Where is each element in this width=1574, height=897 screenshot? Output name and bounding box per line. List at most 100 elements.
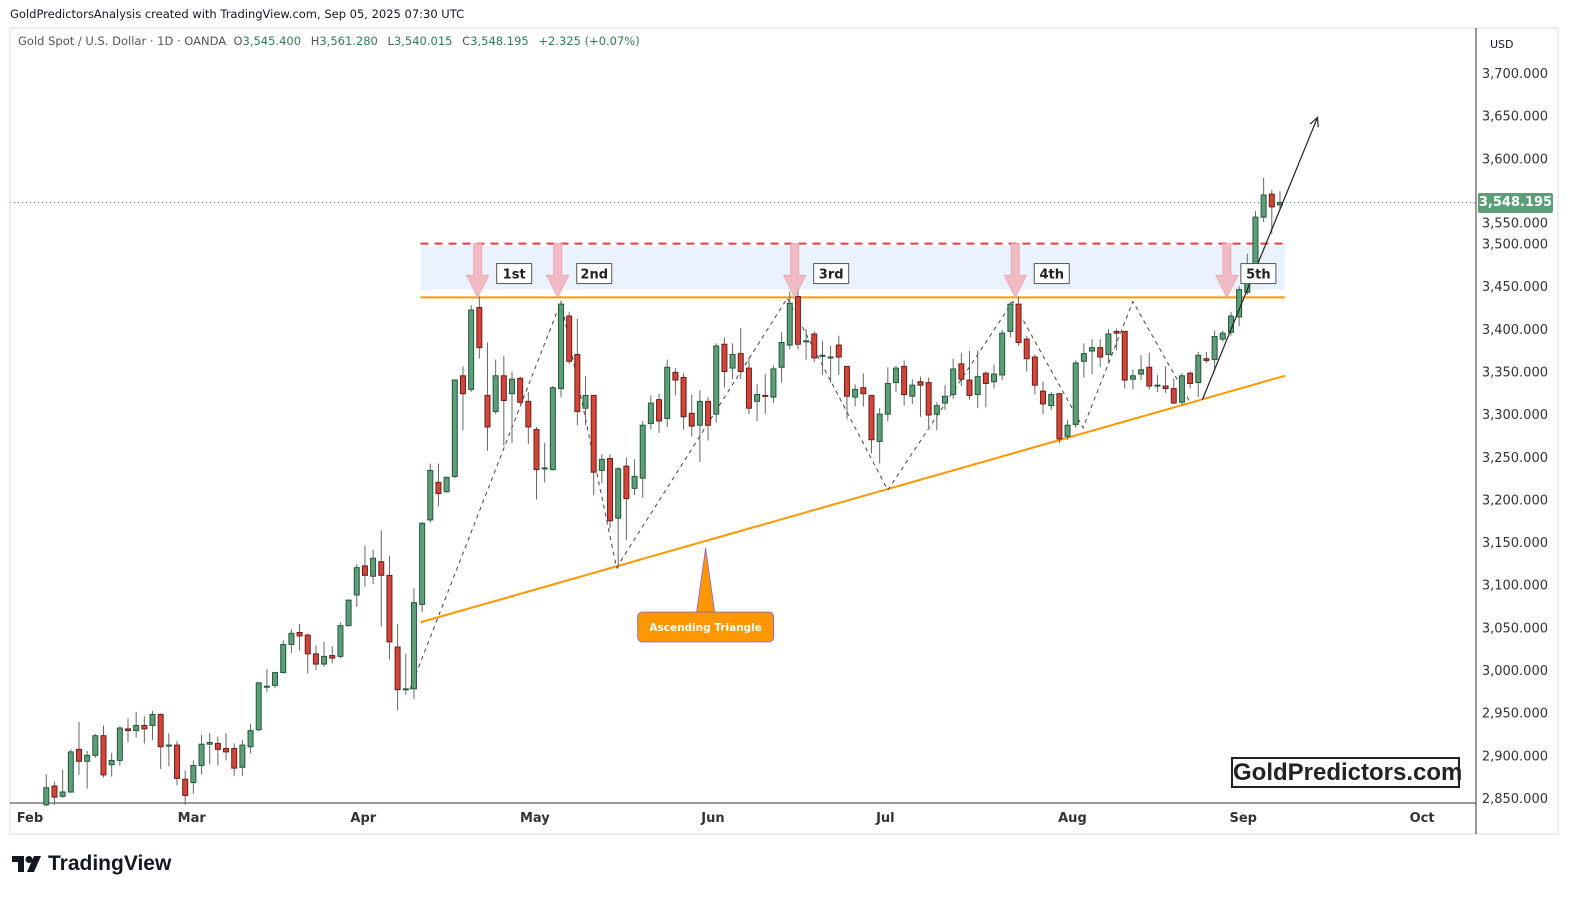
candle-body-down <box>672 371 679 381</box>
candle <box>312 645 319 671</box>
candle <box>255 681 262 732</box>
candle <box>304 633 311 674</box>
candle <box>51 781 58 805</box>
candle-body-down <box>680 376 687 418</box>
candle-body-up <box>933 405 940 415</box>
candles <box>43 177 1283 807</box>
candle <box>206 733 213 764</box>
candle <box>296 623 303 651</box>
touch-label[interactable]: 5th <box>1240 263 1277 285</box>
time-axis[interactable]: Feb Mar Apr May Jun Jul Aug Sep Oct <box>17 811 1435 826</box>
candle <box>582 375 589 426</box>
candle-body-down <box>329 655 336 659</box>
candle-body-up <box>754 394 761 402</box>
candle-body-up <box>451 379 458 477</box>
candle <box>803 328 810 360</box>
candle <box>419 521 426 613</box>
candle <box>1048 391 1055 410</box>
candle-body-down <box>1170 388 1177 404</box>
candle <box>598 454 605 484</box>
candle-body-down <box>917 381 924 386</box>
candle-body-down <box>925 382 932 416</box>
candle-body-up <box>1048 394 1055 407</box>
candle <box>1072 360 1079 428</box>
low-value: 3,540.015 <box>393 34 453 48</box>
candle-body-down <box>843 365 850 397</box>
candle-body-down <box>590 394 597 473</box>
candle <box>280 640 287 674</box>
candle-body-down <box>231 747 238 769</box>
candle <box>223 733 230 761</box>
currency-label[interactable]: USD <box>1490 38 1514 51</box>
candle-body-down <box>182 778 189 796</box>
candle <box>909 379 916 404</box>
touch-label[interactable]: 1st <box>496 263 533 285</box>
candle <box>476 296 483 359</box>
candle-body-down <box>1121 330 1128 381</box>
candle <box>950 358 957 399</box>
candle-body-down <box>721 343 728 373</box>
candle-body-down <box>762 394 769 397</box>
touch-label-text: 5th <box>1246 268 1271 283</box>
candle <box>174 740 181 786</box>
candle-body-down <box>966 379 973 396</box>
time-tick-label: Oct <box>1410 811 1435 826</box>
down-arrow-icon <box>782 243 807 299</box>
callout-box[interactable] <box>637 611 775 643</box>
candle-body-down <box>296 632 303 637</box>
candle-body-up <box>508 378 515 395</box>
candle <box>165 733 172 767</box>
candle <box>92 733 99 758</box>
candle-body-up <box>190 765 197 784</box>
price-tick-label: 2,900.000 <box>1482 749 1548 764</box>
ascending-trendline[interactable] <box>420 374 1286 624</box>
candle-body-down <box>688 412 695 427</box>
candle <box>1113 328 1120 351</box>
tradingview-logo[interactable]: TradingView <box>12 852 171 876</box>
candle-body-down <box>901 365 908 396</box>
candle <box>75 722 82 775</box>
candle <box>745 357 752 415</box>
candle-body-up <box>239 744 246 768</box>
candle <box>974 350 981 409</box>
breakout-arrow-line[interactable] <box>1201 117 1319 400</box>
price-tick-label: 3,600.000 <box>1482 152 1548 167</box>
candle <box>1089 339 1096 375</box>
candle <box>1040 381 1047 415</box>
price-tick-label: 3,150.000 <box>1482 536 1548 551</box>
touch-label-box <box>496 263 533 285</box>
candle <box>1219 330 1226 342</box>
candle-body-up <box>255 682 262 731</box>
high-value: 3,561.280 <box>319 34 378 48</box>
candle-body-down <box>1187 372 1194 384</box>
price-axis[interactable]: 3,700.000 3,650.000 3,600.000 3,550.000 3,50… <box>1482 67 1548 807</box>
candle-body-up <box>1138 369 1145 375</box>
candle-body-up <box>1252 216 1259 268</box>
price-tick-label: 3,000.000 <box>1482 664 1548 679</box>
callout-text: Ascending Triangle <box>649 622 762 634</box>
symbol-name[interactable]: Gold Spot / U.S. Dollar · 1D · OANDA <box>18 34 227 48</box>
price-tick-label: 3,200.000 <box>1482 493 1548 508</box>
candle-body-up <box>1080 353 1087 362</box>
candle-body-down <box>623 465 630 500</box>
candle <box>67 749 74 793</box>
candle-body-up <box>165 744 172 747</box>
touch-label[interactable]: 4th <box>1033 263 1070 285</box>
candle <box>794 287 801 350</box>
candle-body-up <box>582 394 589 409</box>
candle-body-up <box>729 353 736 369</box>
candle-body-down <box>1203 358 1210 361</box>
candle <box>1268 189 1275 235</box>
down-arrow-icon <box>1215 243 1239 299</box>
candle <box>884 367 891 421</box>
candle-body-down <box>304 634 311 655</box>
zigzag-path[interactable] <box>409 297 1191 690</box>
touch-label[interactable]: 2nd <box>576 263 613 285</box>
candle <box>247 723 254 754</box>
candle <box>672 368 679 396</box>
candle-body-up <box>149 713 156 726</box>
candle <box>1080 343 1087 378</box>
touch-label[interactable]: 3rd <box>813 263 850 285</box>
candle-body-up <box>1260 194 1267 218</box>
